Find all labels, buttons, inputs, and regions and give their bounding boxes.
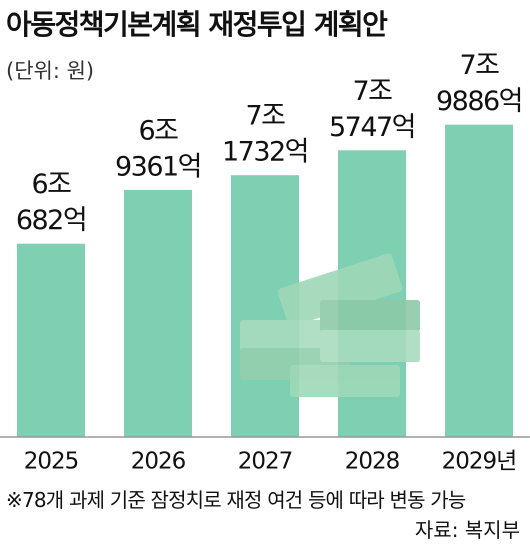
x-tick-label: 2027 (238, 449, 293, 475)
value-label: 6조 (138, 115, 178, 146)
x-tick-label: 2025 (24, 449, 79, 475)
value-label: 5747억 (329, 112, 415, 143)
banknote (290, 365, 400, 397)
note: ※78개 과제 기준 잠정치로 재정 여건 등에 따라 변동 가능 (6, 488, 466, 512)
banknote (320, 330, 420, 362)
chart-title: 아동정책기본계획 재정투입 계획안 (6, 8, 388, 41)
bar (124, 189, 192, 437)
x-tick-label: 2029년 (442, 449, 517, 475)
banknote (320, 300, 420, 332)
money-illustration (240, 253, 420, 397)
value-label: 682억 (16, 205, 86, 236)
value-label: 9886억 (436, 86, 522, 117)
value-label: 6조 (31, 169, 71, 200)
bars (17, 124, 513, 438)
bar (17, 243, 85, 437)
source: 자료: 복지부 (414, 518, 520, 542)
x-tick-label: 2026 (131, 449, 186, 475)
value-label: 9361억 (115, 151, 201, 182)
value-label: 7조 (459, 50, 499, 81)
banknote (277, 253, 403, 327)
value-label: 1732억 (222, 137, 308, 168)
bar (445, 124, 513, 437)
x-tick-label: 2028 (345, 449, 400, 475)
value-label: 7조 (352, 76, 392, 107)
value-label: 7조 (245, 101, 285, 132)
chart-subtitle: (단위: 원) (6, 59, 94, 83)
